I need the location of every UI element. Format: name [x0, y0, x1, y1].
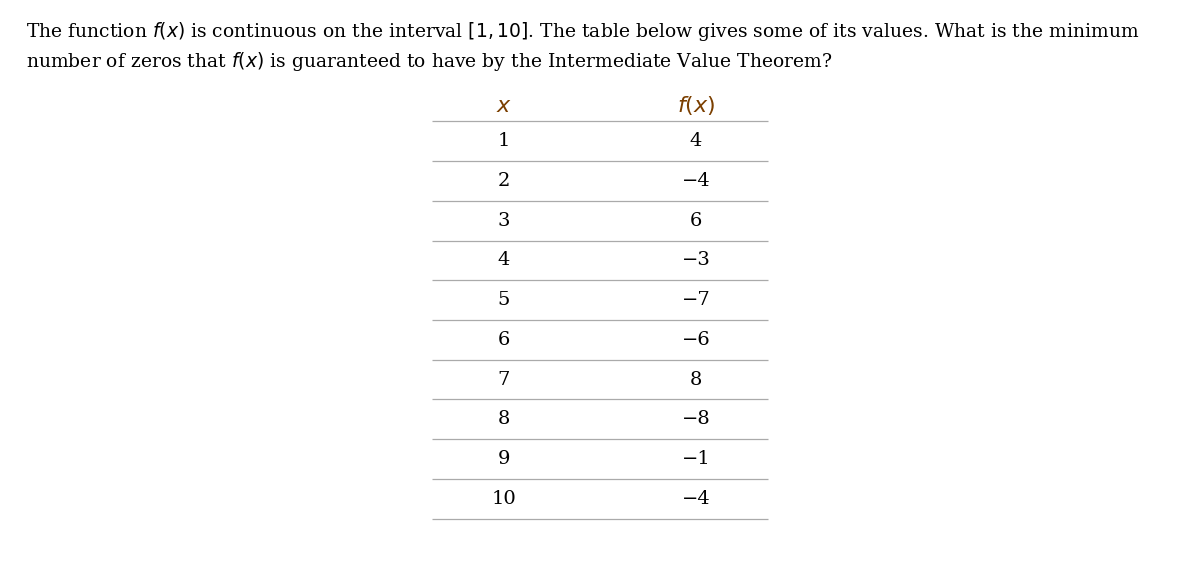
Text: 4: 4: [690, 133, 702, 150]
Text: 10: 10: [492, 490, 516, 507]
Text: 2: 2: [498, 172, 510, 190]
Text: 8: 8: [498, 411, 510, 428]
Text: $f(x)$: $f(x)$: [677, 94, 715, 117]
Text: 8: 8: [690, 371, 702, 388]
Text: 6: 6: [690, 212, 702, 230]
Text: −1: −1: [682, 450, 710, 468]
Text: 5: 5: [498, 291, 510, 309]
Text: −7: −7: [682, 291, 710, 309]
Text: −4: −4: [682, 490, 710, 507]
Text: 7: 7: [498, 371, 510, 388]
Text: −6: −6: [682, 331, 710, 349]
Text: −4: −4: [682, 172, 710, 190]
Text: 4: 4: [498, 252, 510, 269]
Text: 3: 3: [498, 212, 510, 230]
Text: number of zeros that $f(x)$ is guaranteed to have by the Intermediate Value Theo: number of zeros that $f(x)$ is guarantee…: [26, 50, 833, 72]
Text: $x$: $x$: [496, 95, 512, 117]
Text: 9: 9: [498, 450, 510, 468]
Text: The function $f(x)$ is continuous on the interval $[1, 10]$. The table below giv: The function $f(x)$ is continuous on the…: [26, 20, 1140, 43]
Text: 6: 6: [498, 331, 510, 349]
Text: −3: −3: [682, 252, 710, 269]
Text: −8: −8: [682, 411, 710, 428]
Text: 1: 1: [498, 133, 510, 150]
